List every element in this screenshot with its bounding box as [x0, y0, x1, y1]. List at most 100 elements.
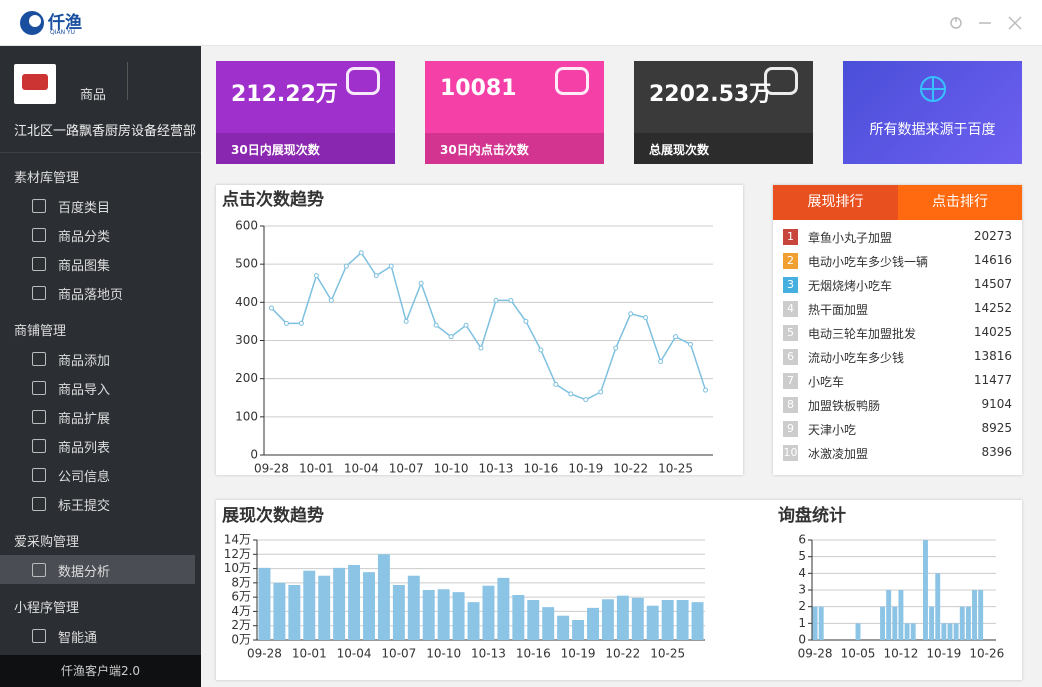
line-point — [508, 297, 514, 303]
menu-group-title: 小程序管理 — [14, 601, 80, 616]
bar — [407, 575, 420, 640]
rank-keyword: 章鱼小丸子加盟 — [808, 231, 893, 245]
line-point — [628, 311, 634, 317]
x-tick-label: 10-01 — [292, 647, 327, 661]
menu-icon — [32, 286, 46, 300]
bar — [676, 600, 689, 640]
menu-item[interactable]: 商品落地页 — [58, 288, 124, 303]
y-tick-label: 2万 — [231, 618, 251, 632]
menu-item[interactable]: 智能通 — [58, 631, 98, 646]
y-tick-label: 300 — [235, 333, 258, 347]
menu-item[interactable]: 公司信息 — [58, 470, 111, 485]
stat-strip: 30日内展现次数 — [216, 133, 395, 164]
y-tick-label: 2 — [798, 599, 806, 613]
line-point — [328, 297, 334, 303]
bar — [965, 606, 971, 640]
banner-icon — [920, 76, 946, 102]
bar — [898, 590, 904, 640]
rank-badge: 10 — [783, 445, 798, 461]
line-point — [553, 381, 559, 387]
bar — [273, 582, 286, 640]
y-tick-label: 100 — [235, 409, 258, 423]
y-tick-label: 3 — [798, 583, 806, 597]
stat-icon — [346, 67, 380, 95]
menu-item[interactable]: 标王提交 — [58, 499, 111, 514]
rank-badge: 7 — [783, 373, 798, 389]
y-tick-label: 600 — [235, 219, 258, 233]
x-tick-label: 10-16 — [523, 462, 558, 476]
ranking-tab[interactable]: 点击排行 — [898, 185, 1022, 220]
menu-item[interactable]: 商品添加 — [58, 354, 111, 369]
line-point — [448, 334, 454, 340]
menu-item[interactable]: 商品扩展 — [58, 412, 111, 427]
line-point — [523, 318, 529, 324]
menu-item[interactable]: 百度类目 — [58, 201, 111, 216]
rank-count: 9104 — [981, 397, 1012, 411]
bar — [587, 607, 599, 640]
divider — [127, 62, 128, 100]
menu-item[interactable]: 商品导入 — [58, 383, 111, 398]
bar — [910, 623, 916, 640]
line-point — [643, 315, 649, 321]
bar — [941, 623, 947, 640]
y-tick-label: 1 — [798, 616, 806, 630]
bar — [467, 602, 480, 640]
bar — [527, 600, 540, 640]
x-tick-label: 10-22 — [605, 647, 640, 661]
menu-group-title: 商铺管理 — [14, 324, 67, 339]
x-tick-label: 10-13 — [479, 462, 514, 476]
bar — [935, 573, 941, 640]
banner-text: 所有数据来源于百度 — [869, 122, 996, 138]
rank-keyword: 电动小吃车多少钱一辆 — [808, 255, 929, 269]
company-name: 江北区一路飘香厨房设备经营部 — [14, 124, 197, 139]
menu-icon — [32, 257, 46, 271]
bar — [978, 590, 984, 640]
ranking-tab[interactable]: 展现排行 — [773, 185, 898, 220]
menu-item[interactable]: 商品列表 — [58, 441, 111, 456]
rank-badge: 4 — [783, 301, 798, 317]
bar — [646, 605, 659, 640]
bar — [303, 570, 316, 640]
footer: 仟渔客户端2.0 — [0, 655, 201, 687]
menu-item[interactable]: 商品图集 — [58, 259, 111, 274]
y-tick-label: 4万 — [231, 604, 251, 618]
menu-item[interactable]: 数据分析 — [58, 565, 111, 580]
menu-group-title: 爱采购管理 — [14, 535, 80, 550]
stat-label: 30日内展现次数 — [231, 143, 320, 157]
logo-text: 仟渔 — [48, 13, 82, 33]
line-point — [403, 318, 409, 324]
stat-icon — [764, 67, 798, 95]
menu-icon — [32, 497, 46, 511]
rank-badge: 8 — [783, 397, 798, 413]
bar — [258, 567, 271, 640]
line-point — [538, 347, 544, 353]
shop-label: 商品 — [80, 88, 107, 103]
line-point — [703, 387, 709, 393]
bar — [812, 606, 818, 640]
y-tick-label: 5 — [798, 549, 806, 563]
rank-badge: 6 — [783, 349, 798, 365]
bar — [953, 623, 959, 640]
x-tick-label: 10-01 — [299, 462, 334, 476]
line-point — [268, 305, 274, 311]
menu-icon — [32, 410, 46, 424]
rank-badge: 5 — [783, 325, 798, 341]
bar — [818, 606, 824, 640]
bar — [631, 597, 644, 640]
window-controls[interactable] — [945, 14, 1030, 32]
bar — [542, 607, 555, 640]
rank-keyword: 加盟铁板鸭肠 — [808, 399, 881, 413]
line-point — [358, 250, 364, 256]
bar — [904, 623, 910, 640]
line-point — [313, 273, 319, 279]
bar — [288, 585, 301, 640]
bar — [318, 575, 331, 640]
rank-badge: 9 — [783, 421, 798, 437]
menu-item[interactable]: 商品分类 — [58, 230, 111, 245]
bar — [497, 577, 510, 640]
stat-strip: 总展现次数 — [634, 133, 813, 164]
y-tick-label: 14万 — [224, 533, 251, 547]
divider — [0, 152, 201, 153]
logo-sub: QIAN YU — [50, 29, 76, 36]
